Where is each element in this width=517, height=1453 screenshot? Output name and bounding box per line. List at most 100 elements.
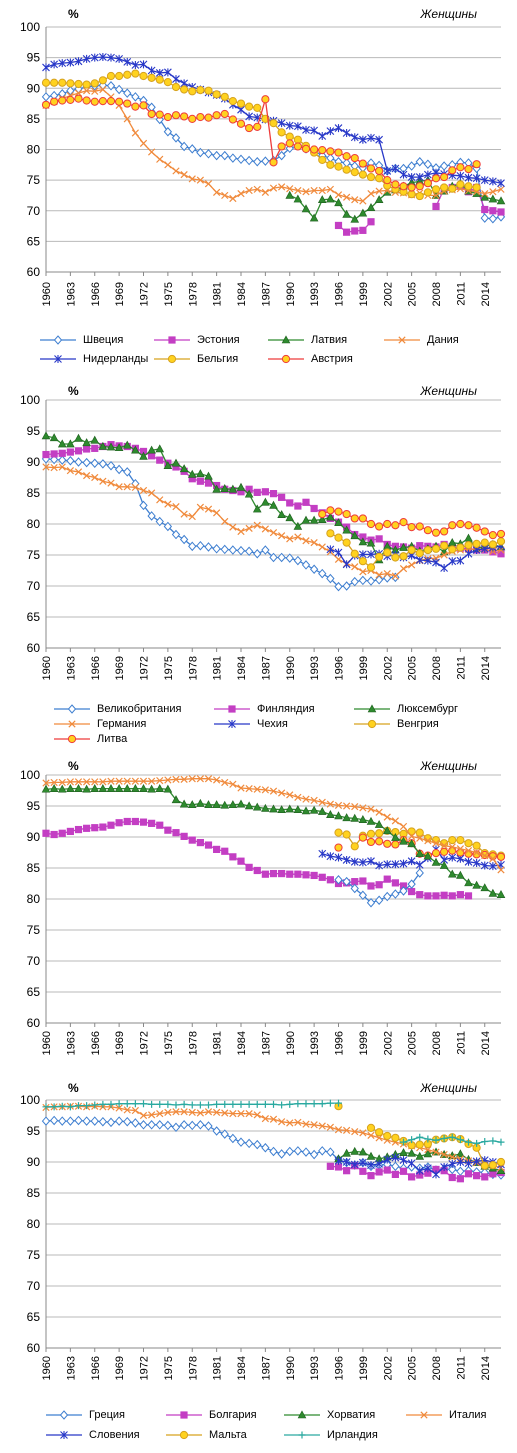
chart-1-series-5-point-2009	[440, 183, 449, 192]
chart-2-series-2-point-1969	[114, 443, 124, 452]
chart-1-series-5-point-2005	[407, 190, 416, 199]
chart-3-series-6-point-2001	[375, 808, 383, 816]
chart-1-series-5-point-1983	[228, 97, 237, 106]
chart-1-series-4-point-2005	[407, 173, 416, 182]
y-tick-label-80: 80	[27, 892, 41, 906]
chart-2-series-0-point-1965	[82, 457, 91, 468]
chart-2-series-3-point-1963	[66, 467, 74, 475]
chart-3-series-0-point-1995	[326, 876, 334, 884]
chart-1-series-6-point-1965	[82, 96, 91, 105]
y-tick-label-70: 70	[27, 204, 41, 218]
x-tick-label-1975: 1975	[163, 282, 175, 306]
chart-3-series-0-point-1984	[237, 857, 245, 865]
chart-3-series-6-point-1987	[261, 786, 269, 794]
legend-label-denmark: Дания	[427, 334, 459, 346]
chart-1-series-5-point-1984	[236, 99, 246, 108]
chart-2-series-6-point-1998	[350, 514, 359, 523]
chart-3-series-3-point-2001	[375, 829, 384, 838]
legend-item-belgium: Бельгия	[152, 352, 238, 366]
chart-4-series-0-point-1991	[293, 1146, 303, 1156]
x-tick-label-1999: 1999	[358, 1031, 370, 1055]
chart-2-series-6-point-2014	[480, 527, 489, 536]
chart-2-series-2-point-2012	[464, 533, 473, 542]
chart-4-series-2-point-2000	[366, 1151, 376, 1160]
legend-swatch-marker	[68, 720, 76, 728]
chart-2-series-3-point-1990	[286, 535, 294, 543]
chart-1-series-6-point-2007	[423, 179, 432, 188]
chart-2-series-3-point-1961	[50, 463, 58, 472]
legend-swatch-marker	[67, 704, 77, 714]
chart-4-series-3-point-1985	[245, 1110, 253, 1118]
y-tick-label-70: 70	[27, 579, 41, 593]
chart-1-series-4-point-1999	[358, 135, 367, 144]
chart-3-series-1-point-1999	[358, 890, 368, 901]
chart-3-series-6-point-1986	[253, 785, 261, 793]
chart-3-series-0-point-2000	[367, 882, 375, 890]
y-tick-label-100: 100	[20, 20, 40, 34]
chart-2-series-1-point-1973	[148, 452, 156, 460]
chart-3-series-0-point-1960	[42, 829, 50, 837]
chart-4-series-6-point-1984	[237, 1100, 245, 1108]
chart-1-series-6-point-1966	[90, 97, 99, 106]
chart-1-series-5-point-1981	[212, 90, 221, 99]
chart-2-series-2-point-2000	[366, 538, 376, 547]
chart-1-series-6-point-1975	[163, 112, 172, 122]
chart-1-series-0-point-1981	[212, 150, 221, 161]
legend-swatch-estonia	[154, 336, 190, 344]
chart-3-series-0-point-1974	[156, 821, 164, 829]
chart-1-series-3-point-1996	[334, 191, 343, 199]
chart-3-series-5-point-2016	[496, 890, 506, 898]
chart-1-series-3-point-1967	[99, 85, 107, 94]
chart-4-series-0-point-1967	[98, 1116, 108, 1127]
chart-1-series-4-point-2016	[497, 179, 505, 188]
chart-1-series-6-point-1970	[123, 99, 132, 108]
x-tick-label-2005: 2005	[407, 656, 419, 680]
chart-3-series-0-point-1979	[196, 838, 204, 847]
chart-3-series-0-point-1973	[148, 819, 156, 827]
chart-3-series-5-point-1991	[293, 805, 303, 814]
chart-1-series-2-point-2014	[480, 192, 490, 201]
y-tick-label-100: 100	[20, 768, 40, 782]
chart-3-title: Женщины	[419, 759, 477, 773]
legend-swatch-austria	[268, 354, 304, 364]
chart-3-series-2-point-2000	[367, 857, 375, 866]
chart-2-series-5-point-1998	[350, 549, 359, 558]
chart-4-series-3-point-1999	[359, 1129, 367, 1137]
chart-3-series-0-point-2002	[383, 875, 391, 883]
chart-4-series-3-point-2010	[448, 1153, 456, 1161]
chart-4-series-0-point-1969	[114, 1116, 124, 1126]
chart-1-series-5-point-2008	[431, 185, 441, 194]
chart-3-series-6-point-1981	[213, 776, 221, 784]
chart-2-series-6-point-1997	[342, 509, 351, 519]
legend-item-germany: Германия	[52, 717, 146, 731]
chart-2-series-1-point-1986	[253, 488, 261, 496]
chart-4-series-3-point-1993	[310, 1121, 318, 1129]
chart-3-series-5-point-1979	[196, 798, 205, 807]
chart-3-series-4-point-2001	[375, 837, 384, 846]
chart-2-series-3-point-1962	[58, 463, 66, 471]
y-tick-label-90: 90	[27, 830, 41, 844]
chart-1-series-4-point-1965	[82, 54, 91, 63]
chart-3-plot: 60 65 70 75 80 85 90 95 100 1960 1963 1966 1969 1972 1…	[20, 759, 506, 1055]
chart-4-series-6-point-1986	[253, 1100, 261, 1108]
chart-2-series-3-point-1982	[221, 517, 229, 526]
chart-2-series-6-point-2004	[399, 518, 408, 527]
chart-3-series-5-point-1986	[252, 802, 262, 811]
chart-1-series-4-point-1962	[58, 59, 67, 68]
y-tick-label-65: 65	[27, 1310, 41, 1324]
chart-4-series-0-point-1977	[179, 1120, 189, 1130]
chart-3-series-1-point-2006	[415, 868, 424, 878]
chart-2-series-0-point-1980	[204, 542, 213, 552]
chart-3-series-2-point-1997	[342, 855, 351, 864]
chart-4-series-6-point-1983	[229, 1100, 237, 1108]
chart-3-series-6-point-1967	[99, 778, 107, 786]
chart-3-series-0-point-2012	[464, 892, 473, 900]
chart-4-series-1-point-2003	[391, 1170, 399, 1178]
chart-3-series-5-point-1968	[106, 784, 116, 792]
chart-2-legend: Великобритания Финляндия Люксембург Герм…	[0, 700, 517, 748]
chart-1-series-5-point-1988	[269, 119, 278, 128]
chart-1-series-5-point-1974	[155, 75, 164, 84]
chart-2-series-0-point-1985	[244, 546, 254, 557]
x-tick-label-1984: 1984	[236, 1356, 248, 1380]
chart-3-series-4-point-2003	[391, 840, 400, 849]
